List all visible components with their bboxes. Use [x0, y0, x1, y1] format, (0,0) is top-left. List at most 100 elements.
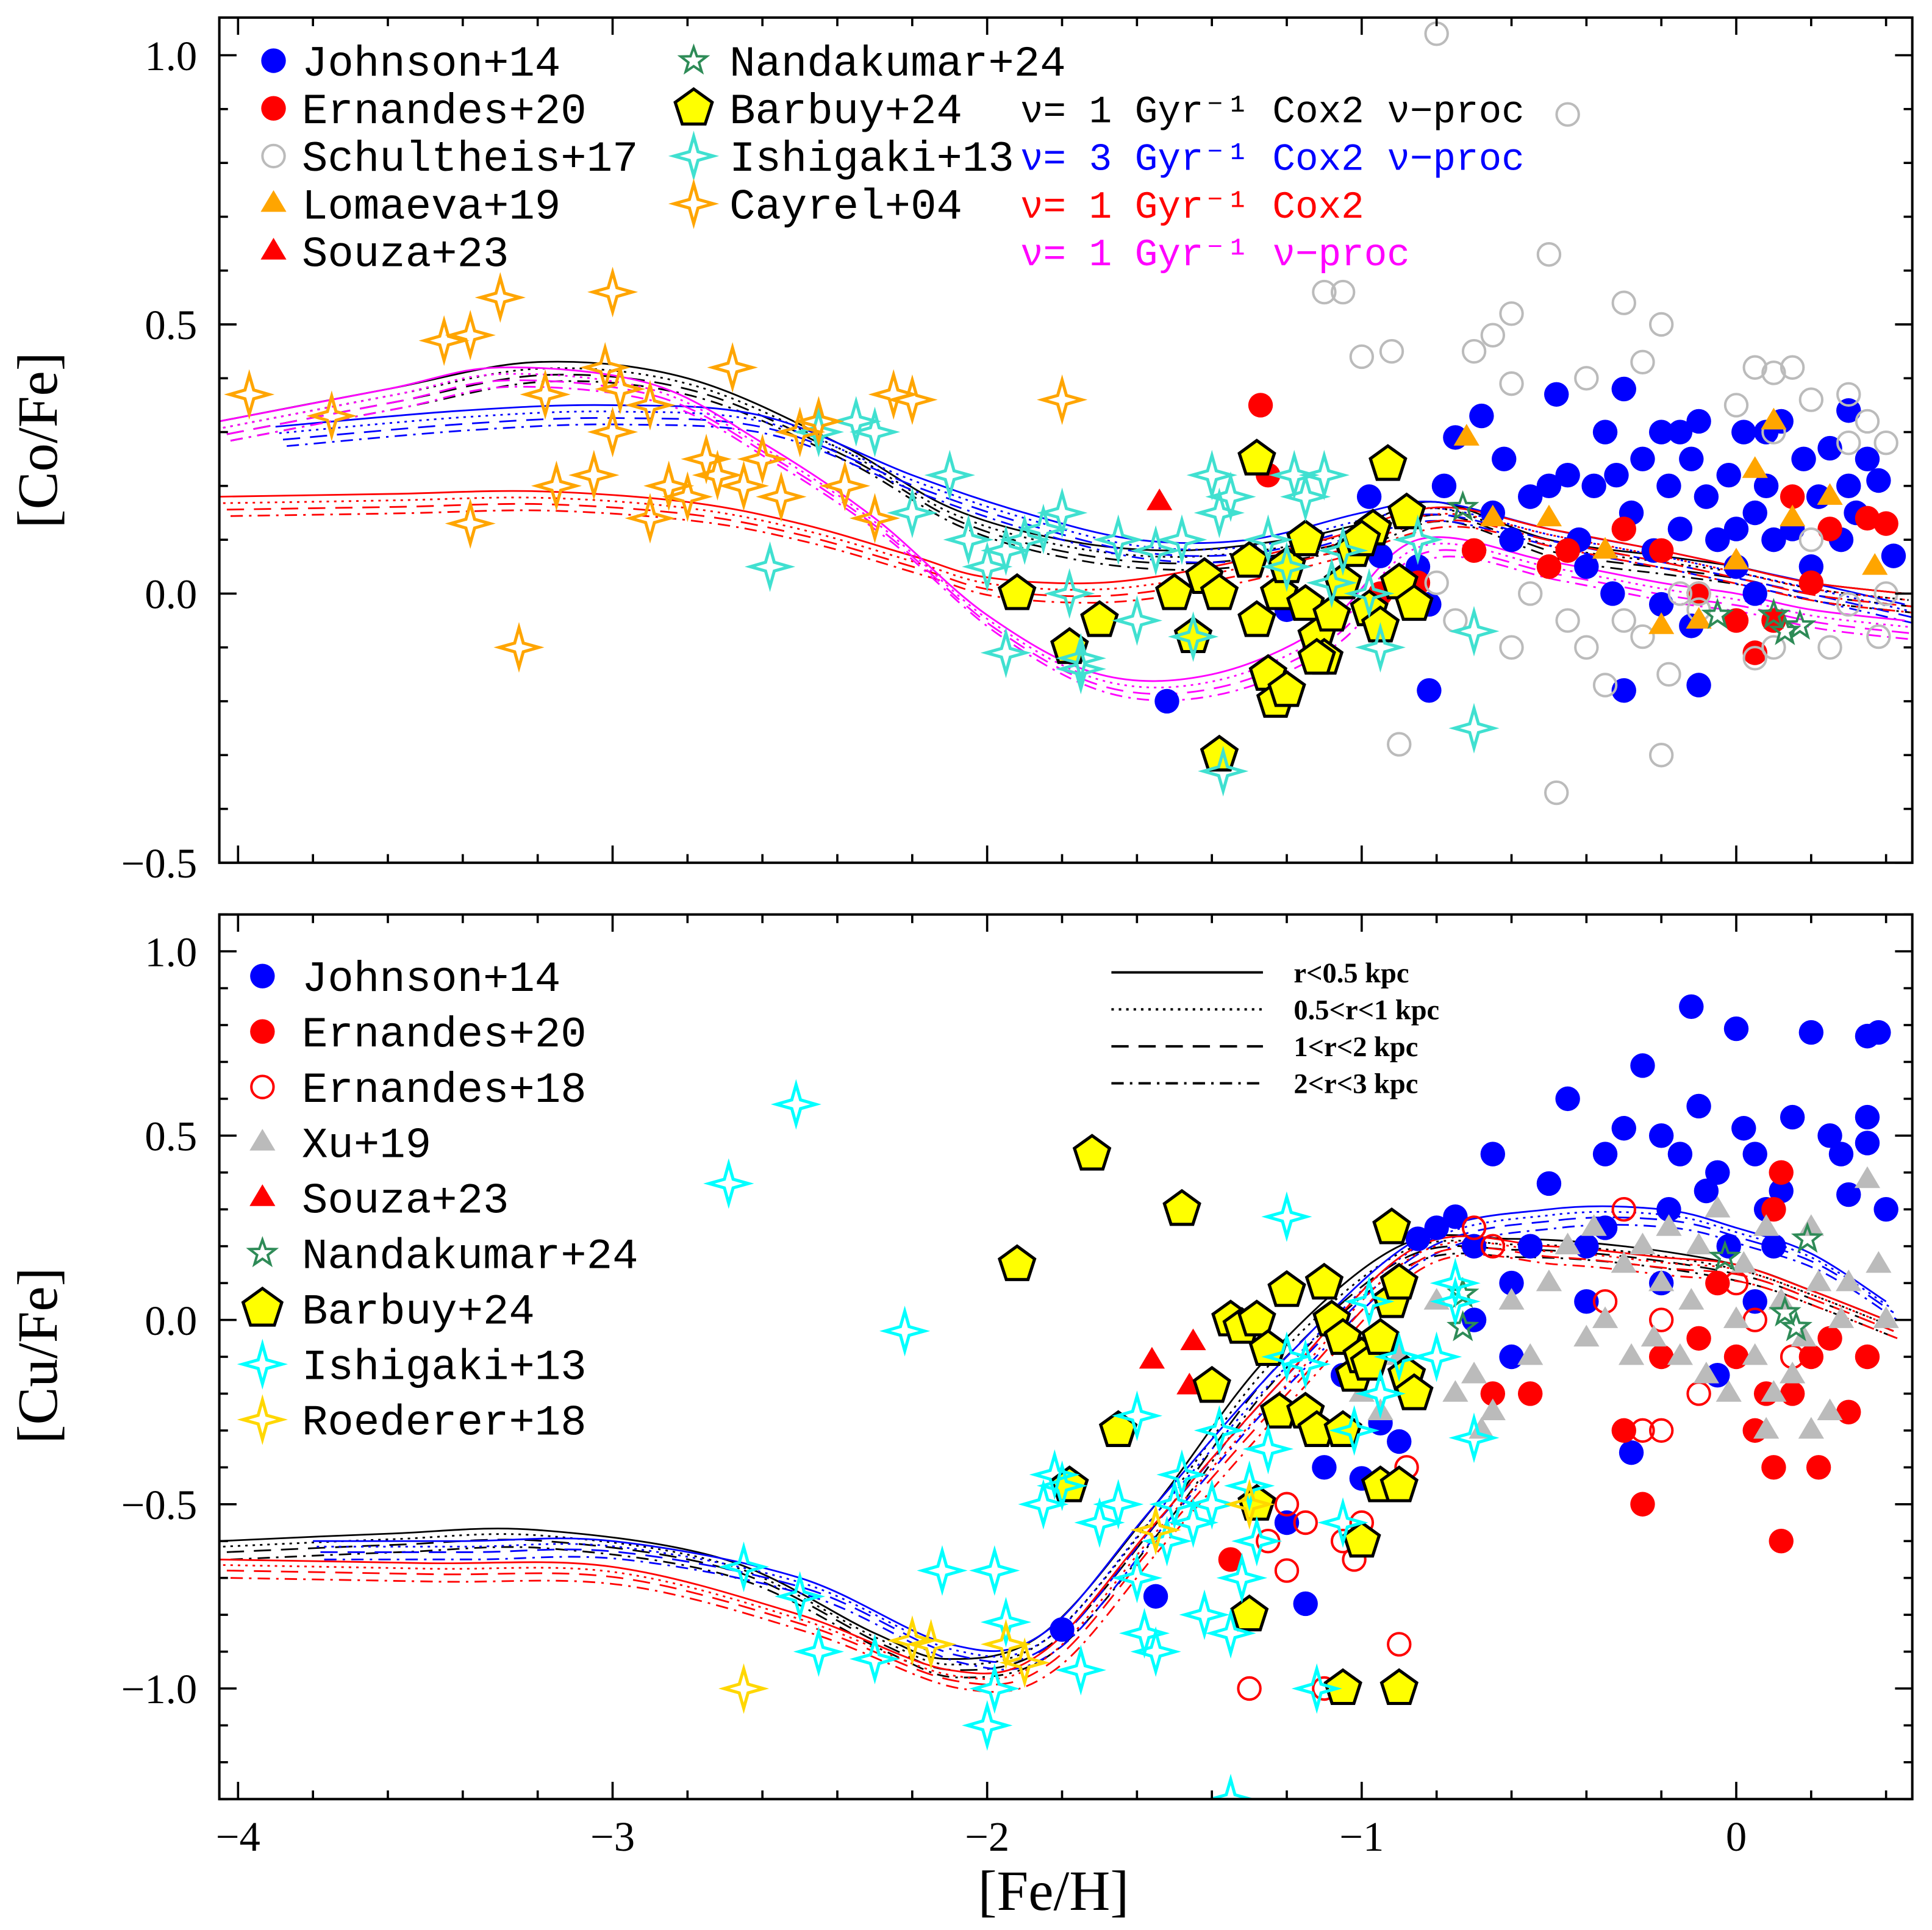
data-point: [1761, 635, 1786, 660]
data-point: [737, 434, 788, 485]
data-point: [1761, 1234, 1786, 1259]
data-point: [1881, 543, 1906, 568]
data-point: [1186, 1479, 1237, 1530]
data-point: [1372, 1207, 1411, 1245]
data-point: [887, 1615, 938, 1667]
data-point: [1828, 1306, 1855, 1328]
data-point: [1274, 1510, 1300, 1535]
data-point: [1479, 1398, 1506, 1420]
data-point: [579, 341, 631, 393]
data-point: [1780, 1361, 1806, 1384]
legend-label: Johnson+14: [302, 956, 560, 1004]
data-point: [1544, 780, 1569, 806]
data-point: [1536, 504, 1562, 527]
legend: Johnson+14Ernandes+20Schultheis+17Lomaev…: [260, 40, 1525, 280]
data-point: [1686, 1326, 1711, 1351]
data-point: [1443, 1204, 1468, 1229]
data-point: [756, 471, 807, 523]
series-barbuy-24: [997, 438, 1434, 772]
data-point: [595, 363, 646, 415]
data-point: [1769, 1160, 1794, 1185]
y-tick-label: −0.5: [121, 1482, 198, 1528]
data-point: [1499, 1344, 1524, 1370]
data-point: [707, 342, 758, 393]
data-point: [1817, 635, 1842, 660]
data-point: [1237, 600, 1276, 637]
data-point: [1648, 743, 1674, 768]
data-point: [1611, 290, 1636, 315]
data-point: [1447, 1310, 1479, 1342]
data-point: [1036, 1460, 1088, 1512]
data-point: [1130, 1626, 1181, 1677]
data-point: [1461, 1361, 1487, 1384]
data-point: [718, 460, 770, 512]
data-point: [1224, 1479, 1275, 1530]
data-point: [1248, 393, 1273, 418]
data-point: [1694, 1178, 1719, 1204]
data-point: [1855, 1344, 1880, 1370]
data-point: [887, 487, 938, 538]
data-point: [1855, 409, 1880, 434]
model-line: [219, 366, 1905, 682]
data-point: [1317, 525, 1368, 576]
data-point: [520, 369, 571, 420]
model-line: [226, 1245, 1894, 1671]
data-point: [1154, 573, 1194, 610]
data-point: [1686, 673, 1711, 698]
legend-marker: [237, 1338, 288, 1390]
legend-marker: [261, 48, 286, 73]
legend-label: Ishigaki+13: [729, 135, 1014, 184]
data-point: [831, 396, 882, 447]
data-point: [718, 1663, 770, 1714]
data-point: [943, 514, 994, 565]
data-point: [1168, 611, 1219, 662]
data-point: [1780, 1381, 1805, 1406]
data-point: [1453, 424, 1479, 446]
data-point: [1783, 609, 1817, 640]
data-point: [1286, 519, 1325, 557]
data-point: [1761, 1197, 1786, 1222]
data-point: [793, 396, 845, 447]
y-tick-label: 1.0: [145, 33, 197, 79]
model-legend-label: ν= 1 Gyr⁻¹ Cox2: [1020, 186, 1364, 229]
data-point: [1180, 1328, 1206, 1351]
data-point: [1518, 1234, 1543, 1259]
legend-label: Johnson+14: [302, 40, 560, 89]
data-point: [1731, 1251, 1757, 1273]
data-point: [1231, 1515, 1283, 1567]
data-point: [1854, 1166, 1881, 1188]
data-point: [1200, 573, 1239, 610]
data-point: [1619, 1440, 1644, 1465]
model-legend-label: ν= 1 Gyr⁻¹ Cox2 ν−proc: [1020, 91, 1525, 134]
data-point: [1806, 1269, 1832, 1292]
data-point: [1862, 553, 1888, 575]
data-point: [1581, 1214, 1607, 1236]
series-roederer-18: [718, 1479, 1275, 1714]
legend-label: Ernandes+18: [302, 1067, 587, 1115]
data-point: [1780, 1310, 1812, 1342]
data-point: [1297, 637, 1336, 675]
data-point: [868, 369, 919, 420]
data-point: [1723, 1306, 1750, 1328]
model-line: [226, 502, 1912, 607]
data-point: [1648, 592, 1674, 617]
data-point: [1411, 1331, 1462, 1382]
data-point: [999, 1637, 1050, 1689]
data-point: [1248, 1329, 1288, 1367]
plot-area: [219, 21, 1912, 806]
data-point: [1461, 1215, 1487, 1240]
legend-marker: [246, 1235, 279, 1268]
data-point: [1836, 473, 1861, 499]
plot-area: [219, 994, 1899, 1800]
data-point: [775, 1571, 826, 1622]
model-line: [231, 1254, 1898, 1693]
data-point: [1280, 1338, 1331, 1390]
data-point: [1723, 1344, 1749, 1370]
data-point: [924, 449, 976, 501]
data-point: [1312, 595, 1351, 632]
data-point: [1836, 1182, 1861, 1207]
data-point: [1329, 1405, 1380, 1456]
data-point: [1446, 490, 1479, 521]
data-point: [1686, 409, 1711, 434]
